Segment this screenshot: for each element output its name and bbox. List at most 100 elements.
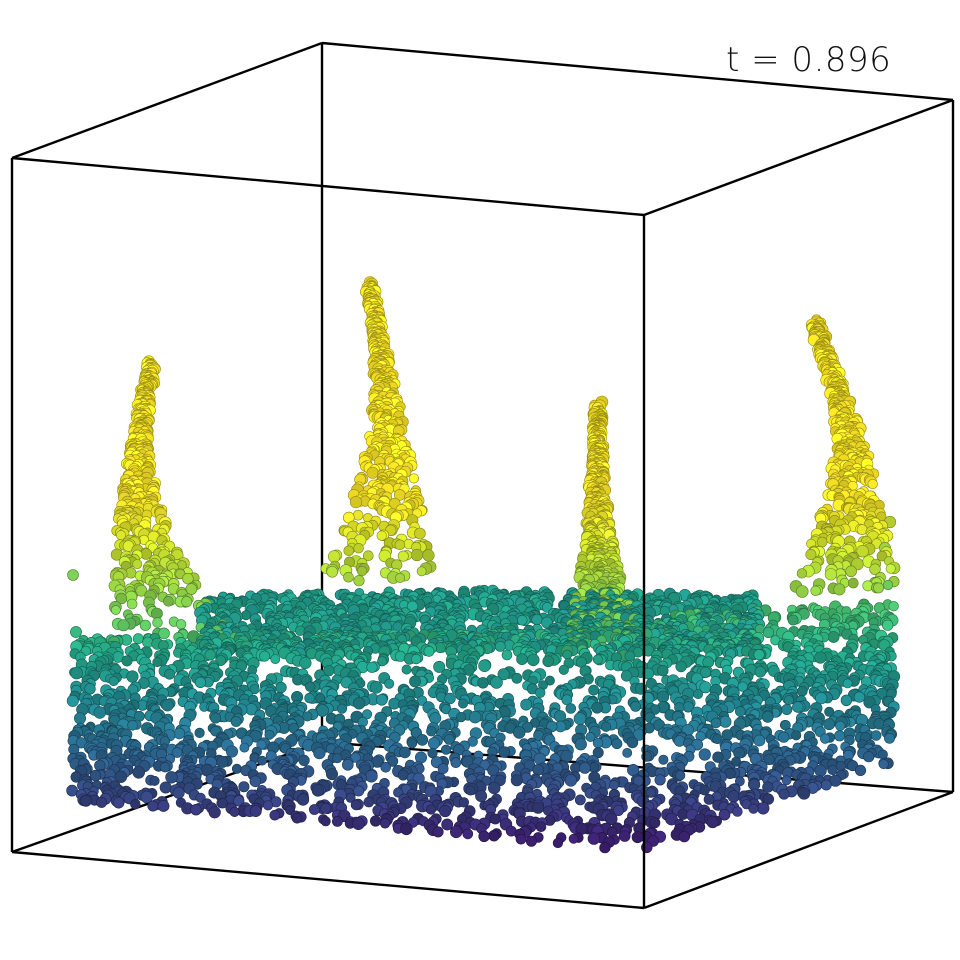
particle (70, 626, 82, 638)
particle (409, 675, 421, 688)
particle (132, 633, 144, 645)
particle (626, 736, 639, 749)
particle (194, 676, 206, 689)
particle (698, 748, 711, 761)
particle (126, 598, 138, 610)
particle (498, 746, 511, 758)
particle (630, 701, 641, 712)
particle (369, 680, 383, 694)
particle (534, 687, 546, 698)
particle (733, 747, 745, 759)
particle (753, 649, 765, 661)
particle (226, 745, 239, 758)
particle (316, 704, 329, 717)
particle (588, 684, 600, 696)
particle (239, 742, 250, 753)
particle (778, 731, 790, 743)
particle (164, 668, 175, 680)
particle (426, 725, 437, 737)
particle (161, 699, 174, 712)
particle (791, 730, 802, 741)
particle (397, 550, 409, 562)
particle (873, 582, 884, 594)
particle (384, 678, 395, 689)
particle (494, 641, 506, 652)
particle (241, 610, 252, 621)
particle (824, 706, 835, 717)
particle (108, 676, 119, 687)
particle (781, 703, 793, 715)
particle (259, 650, 271, 662)
particle (863, 751, 875, 763)
particle (824, 568, 838, 581)
particle (93, 706, 107, 719)
particle (516, 653, 528, 666)
particle (787, 614, 799, 626)
particle (110, 605, 121, 615)
particle (882, 619, 894, 631)
particle (870, 730, 882, 741)
particle (573, 712, 587, 726)
particle (343, 545, 355, 557)
particle (353, 575, 365, 587)
particle (275, 681, 287, 694)
particle (343, 571, 354, 583)
particle (591, 701, 603, 714)
particle (204, 649, 216, 661)
particle (352, 509, 364, 521)
particle (353, 542, 364, 554)
particle (416, 566, 427, 577)
particle (512, 726, 526, 739)
particle (152, 617, 163, 628)
particle (574, 738, 587, 751)
particle (845, 565, 857, 578)
particle (795, 585, 809, 598)
particle (336, 703, 348, 714)
particle (842, 678, 853, 689)
particle (299, 656, 312, 670)
particle (840, 694, 853, 706)
particle (810, 585, 821, 596)
particle (856, 524, 868, 535)
particle (853, 691, 866, 703)
particle (230, 716, 242, 727)
particle (792, 701, 804, 713)
particle (407, 738, 418, 749)
particle (867, 478, 878, 490)
particle (819, 733, 831, 744)
particle (477, 677, 489, 689)
particle (181, 596, 193, 608)
particle (457, 698, 468, 709)
particle (622, 748, 633, 758)
particle (332, 753, 343, 764)
particle (67, 569, 79, 581)
particle (527, 653, 540, 667)
particle (270, 654, 281, 664)
particle (173, 727, 186, 740)
particle (592, 737, 604, 749)
particle (478, 659, 491, 673)
particle (304, 692, 315, 704)
particle (326, 565, 339, 578)
particle (562, 649, 573, 660)
particle (657, 664, 669, 677)
particle (127, 719, 138, 731)
particle (721, 729, 734, 741)
particle (142, 636, 154, 648)
particle (501, 649, 513, 661)
particle (884, 732, 895, 744)
particle (834, 730, 846, 742)
particle (624, 650, 636, 662)
particle (511, 672, 523, 684)
particle (305, 681, 316, 692)
particle (675, 660, 687, 673)
particle (357, 565, 368, 577)
particle (520, 698, 533, 711)
particle (796, 568, 808, 579)
particle (761, 710, 774, 723)
particle (885, 563, 896, 574)
particle (395, 572, 406, 583)
particle (376, 530, 387, 541)
particle (427, 737, 440, 750)
